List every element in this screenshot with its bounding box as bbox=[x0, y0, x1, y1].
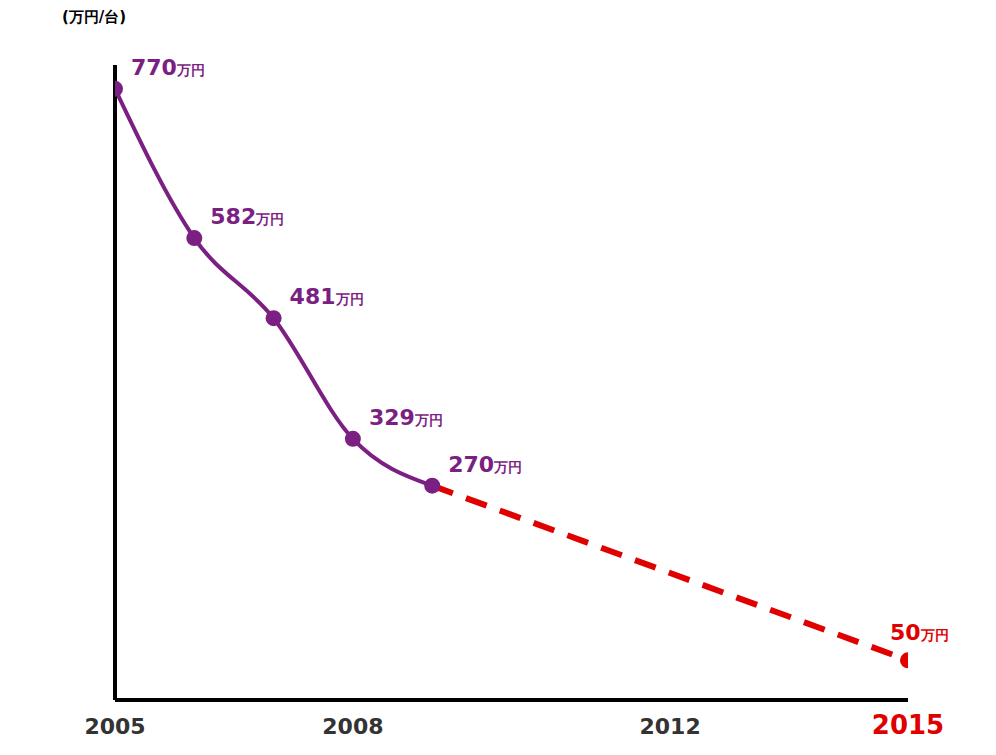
svg-text:270万円: 270万円 bbox=[448, 452, 522, 477]
svg-text:329万円: 329万円 bbox=[369, 405, 443, 430]
svg-text:481万円: 481万円 bbox=[290, 284, 364, 309]
svg-text:50万円: 50万円 bbox=[890, 620, 949, 645]
html-text:(万円/台): (万円/台) bbox=[62, 8, 127, 26]
svg-text:2005: 2005 bbox=[84, 714, 145, 739]
svg-text:2008: 2008 bbox=[322, 714, 383, 739]
svg-text:770万円: 770万円 bbox=[131, 55, 205, 80]
svg-text:2015: 2015 bbox=[872, 710, 944, 740]
svg-text:582万円: 582万円 bbox=[210, 204, 284, 229]
svg-text:2012: 2012 bbox=[639, 714, 700, 739]
